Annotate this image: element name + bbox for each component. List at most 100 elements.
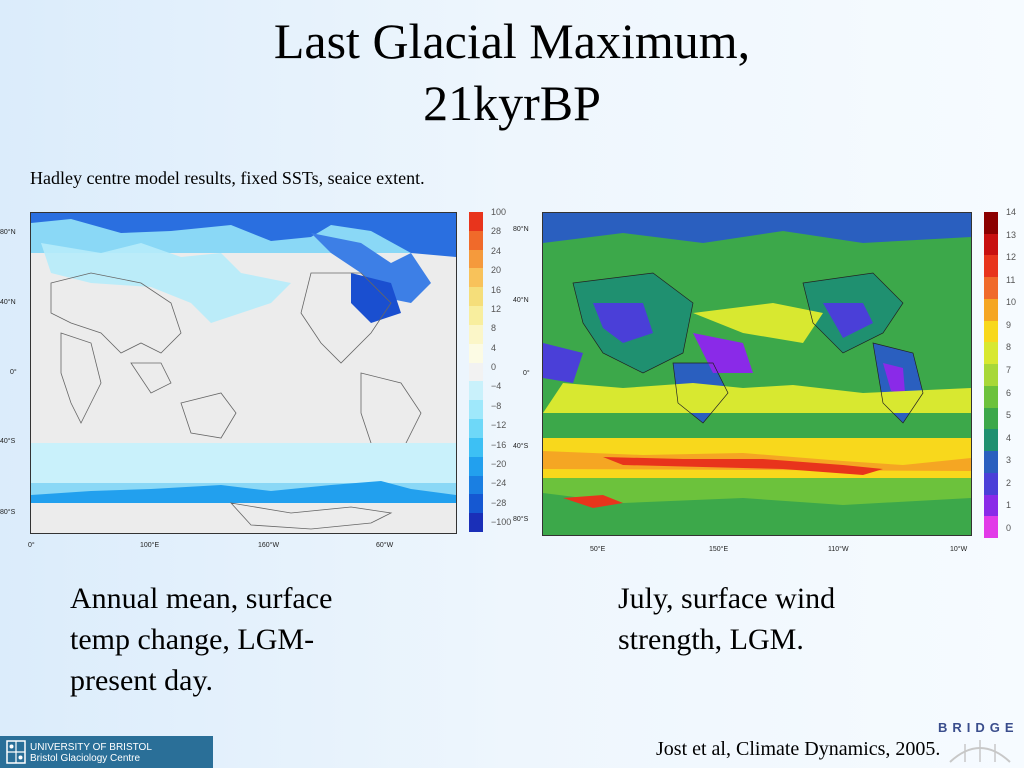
left-x-label-100e: 100°E: [140, 542, 160, 549]
university-name-line: UNIVERSITY OF BRISTOL: [30, 742, 152, 753]
wind-colorbar: 14 13 12 11 10 9 8 7 6 5 4 3 2 1 0: [984, 207, 1022, 539]
temperature-colorbar-tick-label: 28: [491, 226, 502, 237]
left-caption-line: present day.: [70, 664, 213, 697]
left-y-label-40s: 40°S: [0, 438, 16, 445]
temperature-colorbar-swatch: [469, 268, 483, 288]
temperature-colorbar-tick-label: −28: [491, 497, 507, 508]
university-footer-bar: [0, 736, 213, 768]
right-x-label-10w: 10°W: [950, 546, 968, 553]
right-x-label-110w: 110°W: [828, 546, 849, 553]
left-x-label-60w: 60°W: [376, 542, 394, 549]
wind-colorbar-tick-label: 2: [1006, 477, 1012, 488]
right-x-label-50e: 50°E: [590, 546, 606, 553]
wind-colorbar-tick-label: 5: [1006, 410, 1012, 421]
temperature-colorbar-tick-label: −100: [491, 517, 512, 527]
slide-title: Last Glacial Maximum, 21kyrBP: [0, 10, 1024, 134]
temperature-colorbar-swatch: [469, 513, 483, 533]
temperature-colorbar-tick-label: 12: [491, 303, 502, 314]
right-y-label-40s: 40°S: [513, 443, 529, 450]
wind-colorbar-tick-label: 14: [1006, 207, 1017, 217]
temperature-colorbar-swatch: [469, 400, 483, 420]
wind-colorbar-swatch: [984, 320, 998, 343]
wind-colorbar-tick-label: 11: [1006, 274, 1016, 285]
temperature-colorbar-swatch: [469, 475, 483, 495]
citation: Jost et al, Climate Dynamics, 2005.: [656, 738, 941, 760]
right-caption-line: strength, LGM.: [618, 623, 804, 656]
wind-colorbar-swatch: [984, 516, 998, 539]
temperature-colorbar-swatch: [469, 324, 483, 345]
temperature-colorbar-swatch: [469, 362, 483, 382]
bridge-logo-icon: [949, 740, 1011, 763]
temperature-colorbar-tick-label: 0: [491, 362, 497, 372]
centre-name-line: Bristol Glaciology Centre: [30, 753, 141, 764]
temperature-map-graphic: [31, 213, 456, 533]
temperature-colorbar-tick-label: −12: [491, 420, 507, 431]
temperature-colorbar-tick-label: 16: [491, 284, 502, 295]
temperature-change-map: [30, 212, 457, 534]
temperature-colorbar-tick-label: 24: [491, 245, 502, 256]
temperature-colorbar-tick-label: −8: [491, 400, 502, 411]
temperature-colorbar-tick-label: −24: [491, 478, 507, 489]
temperature-colorbar-tick-label: 100: [491, 207, 507, 217]
wind-colorbar-swatch: [984, 472, 998, 496]
university-crest-icon: [6, 740, 26, 764]
bridge-logo-text: BRIDGE: [938, 720, 1019, 735]
wind-colorbar-swatch: [984, 277, 998, 300]
temperature-colorbar-tick-label: −4: [491, 381, 502, 392]
right-caption-line: July, surface wind: [618, 582, 836, 615]
wind-map-graphic: [543, 213, 971, 535]
temperature-colorbar-swatch: [469, 494, 483, 514]
temperature-colorbar-swatch: [469, 419, 483, 439]
wind-colorbar-swatch: [984, 429, 998, 452]
wind-colorbar-swatch: [984, 233, 998, 256]
wind-colorbar-tick-label: 13: [1006, 229, 1017, 240]
temperature-colorbar-swatch: [469, 230, 483, 251]
left-y-label-80n: 80°N: [0, 229, 16, 236]
wind-colorbar-tick-label: 7: [1006, 365, 1012, 375]
wind-colorbar-swatch: [984, 451, 998, 474]
left-caption: Annual mean, surface temp change, LGM- p…: [70, 578, 332, 701]
left-y-label-40n: 40°N: [0, 299, 16, 306]
temperature-colorbar-tick-label: 8: [491, 323, 497, 334]
title-line-1: Last Glacial Maximum,: [273, 13, 751, 69]
temperature-colorbar-swatch: [469, 306, 483, 326]
left-x-label-0: 0°: [28, 542, 35, 549]
temperature-colorbar-swatch: [469, 249, 483, 269]
right-y-label-80s: 80°S: [513, 516, 529, 523]
left-caption-line: Annual mean, surface: [70, 582, 333, 615]
wind-colorbar-tick-label: 9: [1006, 319, 1012, 330]
wind-colorbar-swatch: [984, 255, 998, 278]
right-y-label-80n: 80°N: [513, 226, 529, 233]
temperature-colorbar-tick-label: −16: [491, 439, 507, 450]
wind-colorbar-swatch: [984, 385, 998, 409]
temperature-colorbar-tick-label: 4: [491, 342, 497, 353]
temperature-colorbar-swatch: [469, 343, 483, 364]
wind-colorbar-swatch: [984, 494, 998, 517]
wind-colorbar-swatch: [984, 298, 998, 322]
temperature-colorbar-swatch: [469, 456, 483, 477]
temperature-colorbar-swatch: [469, 212, 483, 232]
wind-colorbar-tick-label: 6: [1006, 387, 1012, 398]
temperature-colorbar-swatch: [469, 437, 483, 458]
wind-colorbar-swatch: [984, 364, 998, 387]
wind-colorbar-swatch: [984, 407, 998, 430]
slide-subtitle: Hadley centre model results, fixed SSTs,…: [30, 168, 425, 188]
wind-colorbar-swatch: [984, 212, 998, 235]
wind-colorbar-tick-label: 12: [1006, 252, 1017, 263]
right-y-label-eq: 0°: [523, 370, 530, 377]
left-caption-line: temp change, LGM-: [70, 623, 315, 656]
temperature-colorbar-tick-label: 20: [491, 265, 502, 276]
right-caption: July, surface wind strength, LGM.: [618, 578, 835, 660]
left-x-label-160w: 160°W: [258, 542, 280, 549]
wind-colorbar-tick-label: 4: [1006, 432, 1012, 443]
wind-colorbar-tick-label: 1: [1006, 500, 1012, 511]
temperature-colorbar-swatch: [469, 287, 483, 307]
temperature-colorbar: 100 28 24 20 16 12 8 4 0 −4 −8 −12 −16 −20 −24 −28 −100: [469, 207, 514, 533]
temperature-colorbar-swatch: [469, 381, 483, 401]
wind-colorbar-swatch: [984, 342, 998, 365]
wind-colorbar-tick-label: 8: [1006, 342, 1012, 353]
temperature-colorbar-tick-label: −20: [491, 458, 507, 469]
wind-colorbar-tick-label: 0: [1006, 523, 1012, 533]
university-name: UNIVERSITY OF BRISTOL Bristol Glaciology…: [30, 742, 152, 764]
wind-colorbar-tick-label: 3: [1006, 455, 1012, 466]
